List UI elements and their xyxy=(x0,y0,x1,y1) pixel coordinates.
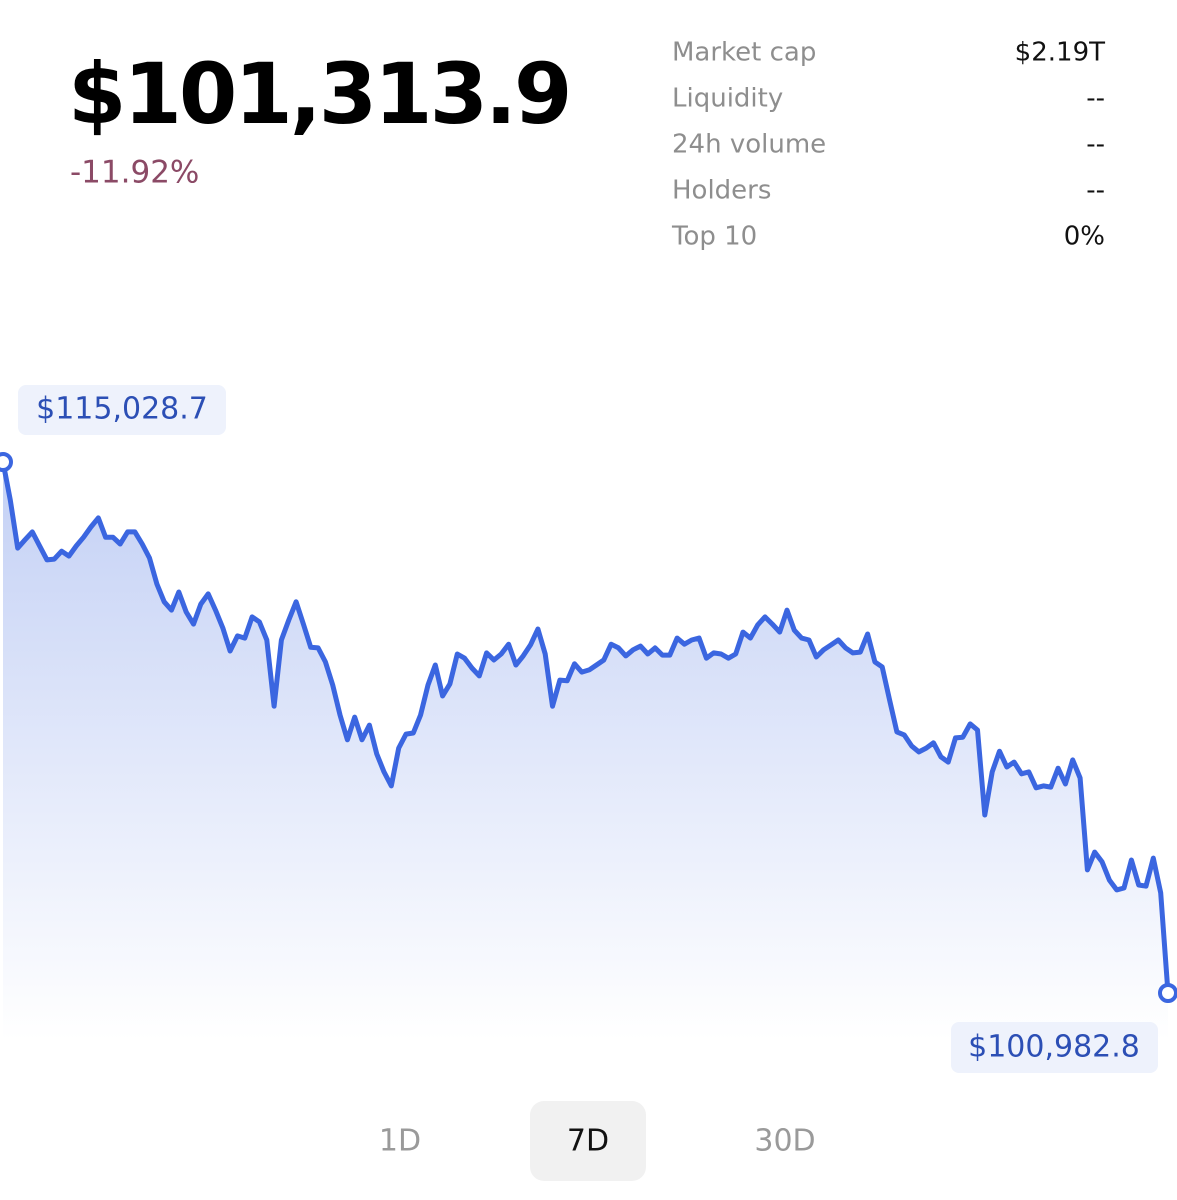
last-label: $100,982.8 xyxy=(968,1030,1140,1065)
end-point xyxy=(0,452,13,472)
range-button-bg[interactable] xyxy=(530,1101,646,1181)
label-box xyxy=(951,1022,1158,1073)
stat-label: Liquidity xyxy=(672,84,783,114)
stat-value: -- xyxy=(1086,176,1105,206)
range-button[interactable]: 30D xyxy=(754,1124,815,1159)
stat-label: Market cap xyxy=(672,38,816,68)
stat-value: -- xyxy=(1086,84,1105,114)
stat-value: 0% xyxy=(1064,222,1105,252)
stat-label: Top 10 xyxy=(671,222,757,252)
price-change: -11.92% xyxy=(70,155,199,191)
range-button[interactable]: 1D xyxy=(379,1124,421,1159)
range-button[interactable]: 7D xyxy=(567,1124,609,1159)
price-line xyxy=(0,459,1171,996)
stat-value: -- xyxy=(1086,130,1105,160)
price: $101,313.9 xyxy=(68,45,569,143)
end-point xyxy=(1158,983,1177,1003)
first-label: $115,028.7 xyxy=(36,392,208,427)
stat-value: $2.19T xyxy=(1015,38,1105,68)
stat-label: 24h volume xyxy=(672,130,826,160)
area xyxy=(3,462,1168,1040)
stat-label: Holders xyxy=(672,176,771,206)
label-box xyxy=(18,385,226,435)
